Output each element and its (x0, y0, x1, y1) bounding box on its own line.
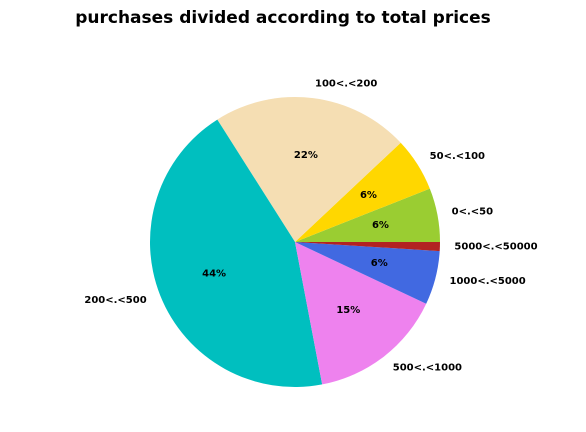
pie-slice-6 (295, 242, 440, 252)
category-label-0: 0<.<50 (452, 207, 493, 218)
percent-label-3: 44% (202, 269, 226, 280)
category-label-6: 5000<.<50000 (454, 242, 537, 253)
pie-slice-5 (295, 242, 440, 304)
percent-label-4: 15% (336, 305, 360, 316)
percent-label-2: 22% (294, 150, 318, 161)
pie-slice-0 (295, 188, 440, 242)
percent-label-5: 6% (371, 258, 388, 269)
category-label-4: 500<.<1000 (393, 363, 462, 374)
percent-label-0: 6% (372, 220, 389, 231)
category-labels: 0<.<50 50<.<100 100<.<200 200<.<500 500<.<10… (84, 78, 537, 373)
pie-slice-1 (295, 142, 430, 242)
pie-slice-2 (217, 97, 401, 243)
percent-label-1: 6% (360, 190, 377, 201)
chart-title: purchases divided according to total pri… (75, 8, 491, 28)
pie-slice-4 (295, 242, 427, 385)
category-label-1: 50<.<100 (430, 151, 485, 162)
percent-labels: 6% 6% 22% 44% 15% 6% (202, 150, 389, 316)
pie-slices (150, 97, 440, 387)
category-label-5: 1000<.<5000 (449, 276, 525, 287)
category-label-3: 200<.<500 (84, 295, 146, 306)
pie-slice-3 (150, 119, 323, 387)
category-label-2: 100<.<200 (315, 78, 377, 89)
